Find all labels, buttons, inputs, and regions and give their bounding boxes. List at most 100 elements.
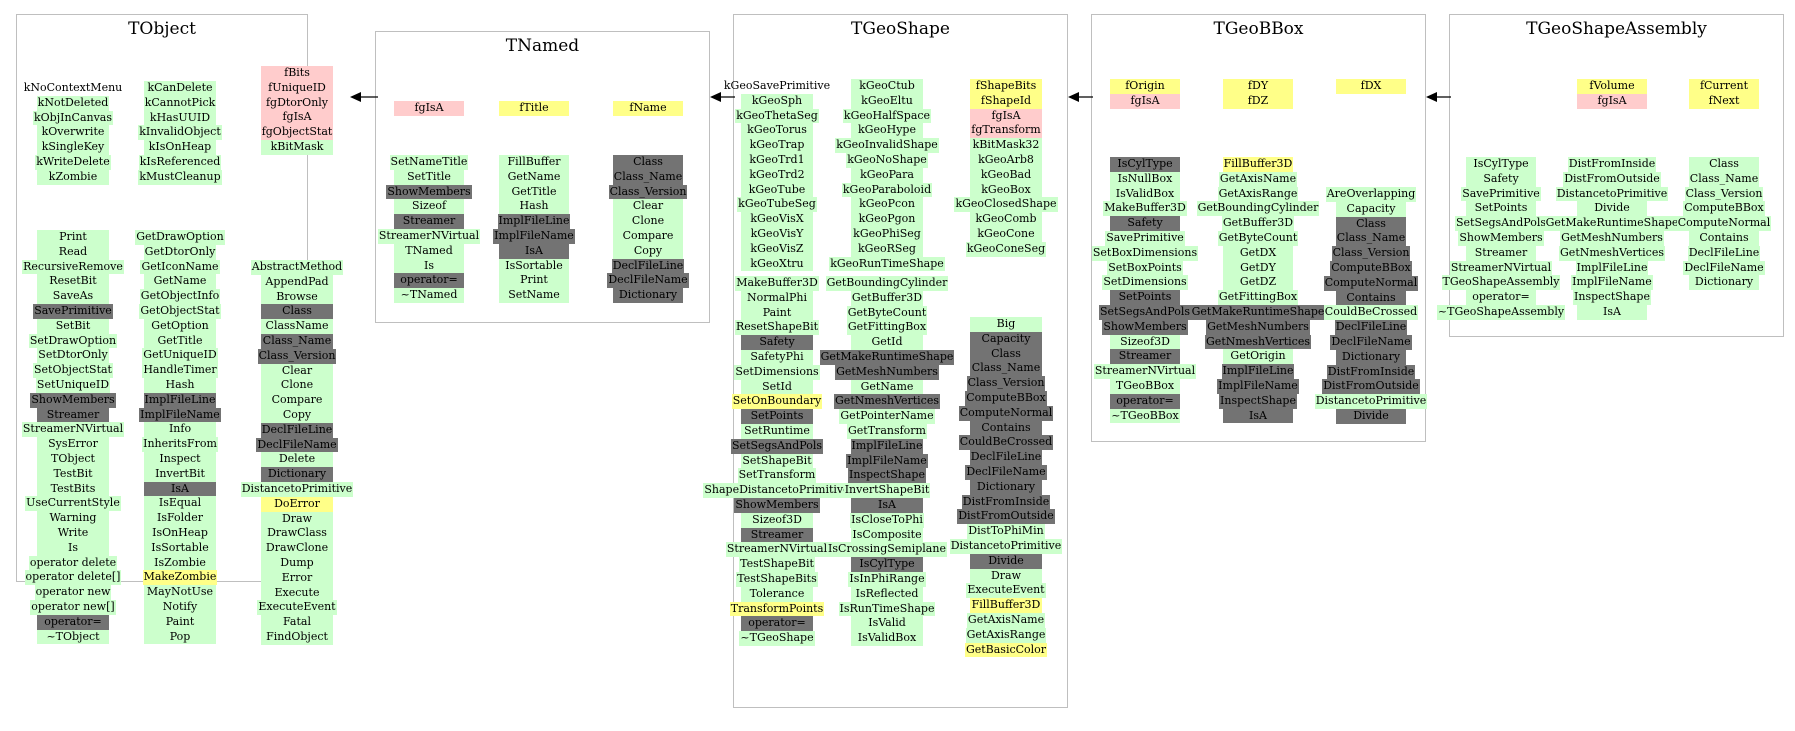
data-member: fgIsA — [970, 108, 1042, 124]
method: IsA — [1577, 304, 1647, 320]
method: GetFittingBox — [1217, 290, 1299, 305]
data-member: kGeoNoShape — [846, 152, 928, 168]
method: GetOption — [144, 318, 216, 334]
method: IsFolder — [144, 511, 216, 526]
method: Write — [37, 525, 109, 541]
method: TGeoShapeAssembly — [1441, 275, 1561, 291]
data-member: kGeoInvalidShape — [835, 138, 939, 153]
method: SetPoints — [741, 409, 813, 424]
method: GetByteCount — [1217, 230, 1299, 246]
method: IsA — [499, 243, 569, 259]
data-member: kGeoHalfSpace — [842, 108, 932, 124]
method: IsZombie — [144, 555, 216, 571]
method: DeclFileLine — [611, 258, 685, 274]
data-member: kOverwrite — [37, 125, 109, 141]
method: operator= — [1466, 290, 1536, 305]
method: IsValidBox — [1110, 186, 1180, 202]
method: Class — [261, 304, 333, 320]
method: Class — [1336, 216, 1406, 232]
data-member: fgIsA — [394, 101, 464, 116]
method: Streamer — [741, 527, 813, 543]
method: StreamerNVirtual — [1093, 364, 1197, 379]
method: StreamerNVirtual — [21, 422, 125, 438]
method: SetDimensions — [734, 364, 820, 380]
method: operator= — [394, 273, 464, 289]
data-member: kGeoArb8 — [970, 152, 1042, 168]
method: ExecuteEvent — [257, 600, 337, 616]
method: Class_Version — [1331, 246, 1411, 261]
method: DistFromInside — [1326, 364, 1416, 380]
method: RecursiveRemove — [22, 259, 124, 275]
method: GetDrawOption — [135, 230, 225, 245]
data-member: kGeoEltu — [851, 93, 923, 109]
method: ~TGeoShapeAssembly — [1436, 304, 1566, 320]
data-member: kBitMask — [261, 139, 333, 155]
class-box-tnamed: TNamed fgIsA fTitle fName SetNameTitle SetTi… — [375, 31, 710, 323]
method: GetBuffer3D — [1221, 216, 1295, 231]
method: Safety — [1466, 171, 1536, 187]
method: SetName — [499, 288, 569, 303]
method: SavePrimitive — [1105, 230, 1185, 246]
method: Tolerance — [741, 586, 813, 602]
data-member: fOrigin — [1110, 79, 1180, 94]
method: DeclFileName — [1330, 334, 1412, 350]
method: ImplFileName — [139, 407, 221, 423]
method: IsValidBox — [851, 631, 923, 646]
data-member: kCanDelete — [144, 81, 216, 96]
class-box-tobject: TObject kNoContextMenu kNotDeleted kObjInC… — [16, 14, 354, 645]
inheritance-arrow — [1426, 92, 1451, 102]
method: Clear — [261, 363, 333, 379]
method: Class_Name — [1688, 171, 1760, 187]
method: Class — [970, 346, 1042, 362]
method: Hash — [144, 377, 216, 393]
method: SetOnBoundary — [731, 394, 823, 410]
method: GetObjectStat — [139, 303, 221, 319]
method: GetBasicColor — [964, 642, 1048, 658]
method: ResetBit — [37, 274, 109, 290]
method: GetOrigin — [1223, 349, 1293, 365]
method: GetTransform — [847, 423, 927, 439]
method: ~TNamed — [394, 288, 464, 303]
method: Dictionary — [1689, 275, 1759, 291]
method: DrawClone — [261, 541, 333, 556]
method: DeclFileLine — [260, 422, 334, 438]
method: Draw — [261, 511, 333, 527]
method: operator= — [37, 614, 109, 630]
method: DeclFileLine — [1687, 245, 1761, 261]
method: DistancetoPrimitive — [949, 538, 1063, 554]
method: CouldBeCrossed — [958, 435, 1054, 451]
method: Sizeof3D — [1110, 334, 1180, 350]
method: Class_Name — [612, 169, 684, 185]
method: GetTitle — [144, 333, 216, 349]
method: SetUniqueID — [35, 377, 111, 393]
method: ImplFileLine — [1221, 364, 1295, 379]
method: Dictionary — [613, 288, 683, 303]
method: TestBit — [37, 466, 109, 482]
method: Paint — [741, 305, 813, 321]
method: ShowMembers — [1102, 319, 1188, 335]
method: DeclFileName — [1683, 260, 1765, 276]
class-box-tgeobbox: TGeoBBox fOrigin fgIsA fDY fDZ fDX IsCylType I… — [1091, 14, 1428, 442]
method: GetBuffer3D — [850, 290, 924, 306]
data-column: fVolume fgIsA — [1522, 79, 1702, 109]
data-member: kGeoPhiSeg — [851, 226, 923, 242]
method: IsCylType — [1466, 157, 1536, 172]
method: ShowMembers — [1458, 230, 1544, 246]
method: TransformPoints — [729, 601, 825, 617]
method: DrawClass — [261, 526, 333, 542]
data-member: kGeoComb — [970, 212, 1042, 227]
method: SetBoxDimensions — [1091, 245, 1199, 261]
data-member: fUniqueID — [261, 80, 333, 96]
method: Dump — [261, 555, 333, 571]
method: IsReflected — [851, 586, 923, 602]
method: GetName — [851, 379, 923, 395]
method-column: DistFromInside DistFromOutside DistancetoP… — [1522, 157, 1702, 320]
method: Streamer — [1110, 349, 1180, 365]
method: IsInPhiRange — [848, 571, 926, 587]
data-member: kBitMask32 — [970, 138, 1042, 153]
data-member: kGeoThetaSeg — [735, 108, 819, 124]
method: GetMeshNumbers — [835, 364, 939, 380]
method: Class_Name — [1335, 231, 1407, 247]
method: Copy — [261, 407, 333, 423]
method: DistFromInside — [1567, 157, 1657, 172]
